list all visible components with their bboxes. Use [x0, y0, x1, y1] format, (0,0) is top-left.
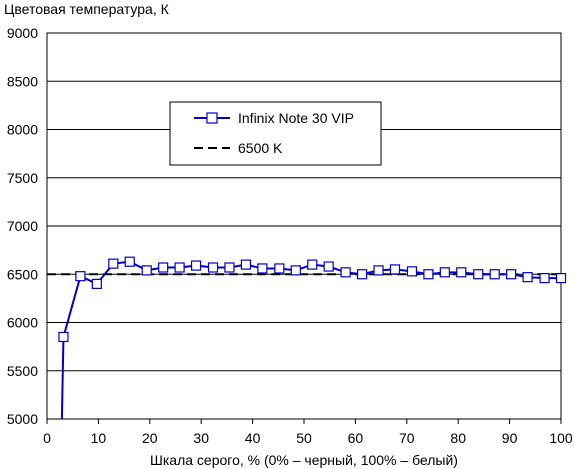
legend: Infinix Note 30 VIP 6500 K	[169, 101, 382, 166]
y-tick-label: 8000	[7, 122, 38, 138]
data-point	[290, 265, 301, 276]
y-tick-label: 9000	[7, 25, 38, 41]
legend-marker-series-1	[206, 112, 218, 124]
y-tick-label: 7000	[7, 218, 38, 234]
legend-box	[169, 101, 382, 166]
y-tick-label: 7500	[7, 170, 38, 186]
y-tick-label: 5500	[7, 363, 38, 379]
data-point	[489, 269, 500, 280]
data-point	[207, 262, 219, 273]
x-tick-label: 20	[142, 430, 158, 446]
data-point	[373, 265, 384, 276]
data-point	[224, 262, 235, 273]
data-point	[323, 261, 334, 272]
data-point	[141, 265, 152, 276]
data-point	[555, 273, 567, 284]
y-axis-ticks: 5000 5500 6000 6500 7000 7500 8000 8500 9000	[7, 25, 38, 427]
x-tick-label: 40	[245, 430, 261, 446]
series-infinix-line	[60, 260, 561, 420]
x-tick-label: 0	[43, 430, 51, 446]
data-point	[174, 262, 185, 273]
legend-label-series-1: Infinix Note 30 VIP	[238, 110, 354, 126]
data-point	[158, 262, 169, 273]
data-point	[356, 269, 368, 280]
legend-label-series-2: 6500 K	[238, 140, 283, 156]
data-point	[473, 269, 484, 280]
chart-title: Цветовая температура, К	[4, 1, 170, 17]
data-point	[506, 269, 517, 280]
data-point	[190, 260, 202, 271]
data-point	[124, 256, 135, 267]
data-point	[406, 266, 418, 277]
data-point	[439, 267, 450, 278]
x-tick-label: 70	[399, 430, 415, 446]
x-tick-label: 80	[450, 430, 466, 446]
data-point	[340, 267, 351, 278]
x-tick-label: 60	[348, 430, 364, 446]
x-tick-label: 100	[549, 430, 573, 446]
data-point	[423, 269, 434, 280]
x-tick-label: 30	[193, 430, 209, 446]
series-layer	[47, 256, 567, 420]
data-point	[274, 263, 285, 274]
x-tick-label: 50	[296, 430, 312, 446]
y-tick-label: 6500	[7, 266, 38, 282]
x-tick-label: 90	[502, 430, 518, 446]
data-point	[240, 259, 252, 270]
x-axis-ticks: 0 10 20 30 40 50 60 70 80 90 100	[43, 419, 573, 446]
x-tick-label: 10	[91, 430, 107, 446]
data-point	[307, 259, 318, 270]
y-tick-label: 8500	[7, 73, 38, 89]
data-point	[75, 271, 86, 282]
data-point	[108, 258, 119, 269]
y-tick-label: 5000	[7, 411, 38, 427]
data-point	[58, 331, 69, 343]
data-point	[257, 263, 268, 274]
data-point	[456, 267, 467, 278]
data-point	[389, 264, 401, 275]
y-tick-label: 6000	[7, 315, 38, 331]
gridlines	[47, 32, 561, 420]
data-point	[539, 273, 550, 284]
data-point	[91, 278, 102, 289]
x-axis-label: Шкала серого, % (0% – черный, 100% – бел…	[150, 452, 458, 468]
data-point	[522, 272, 533, 283]
